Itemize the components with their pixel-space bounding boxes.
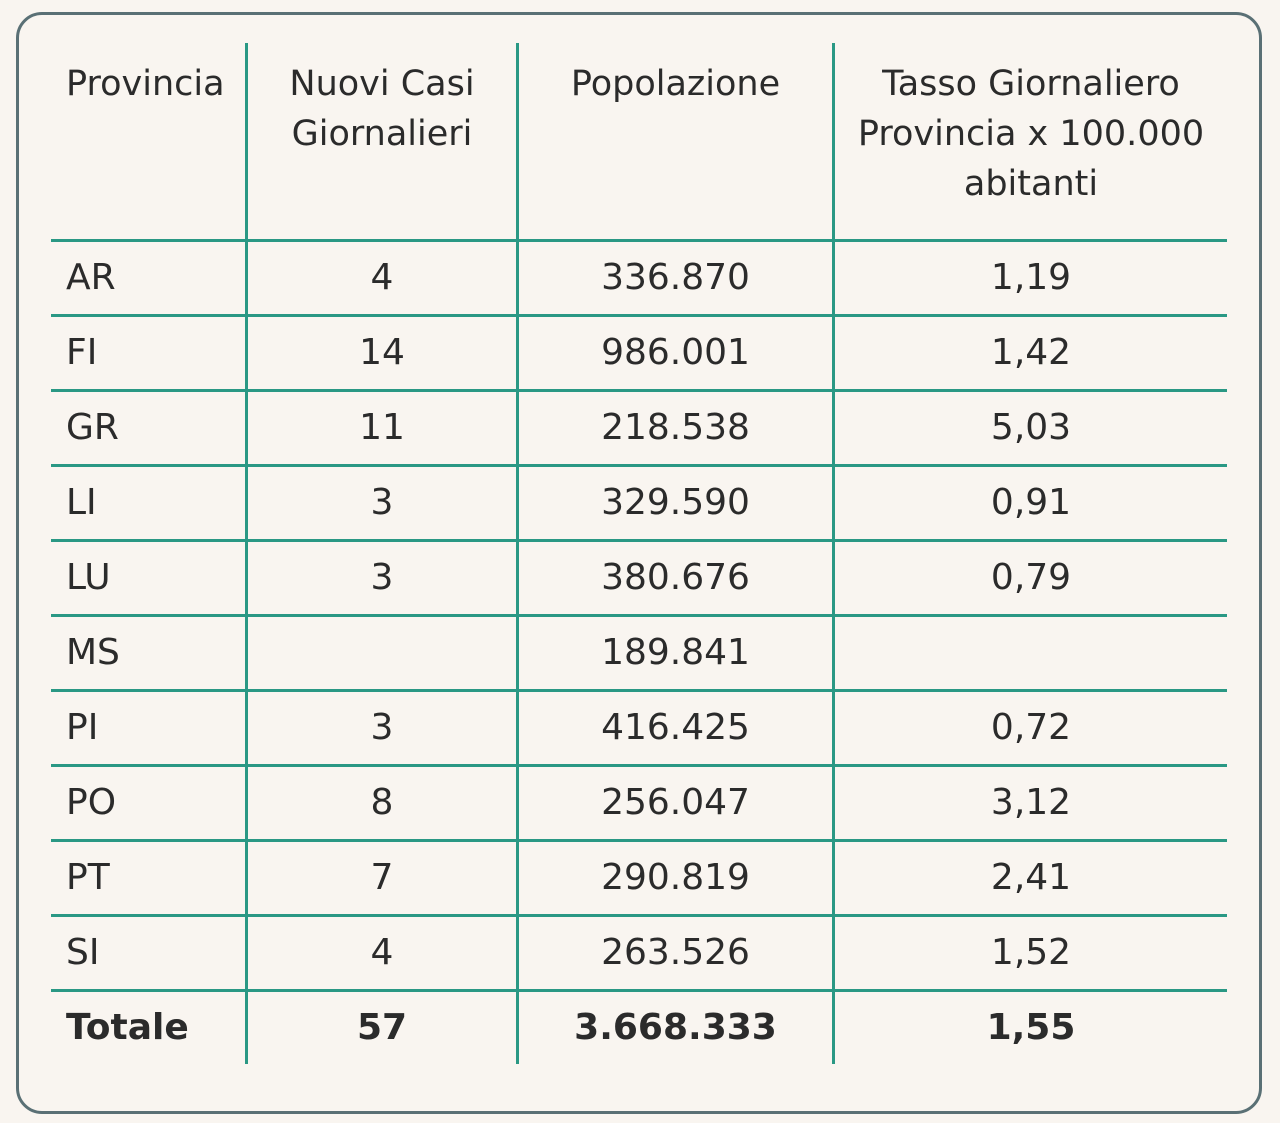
total-label: Totale [66,1007,189,1048]
cell-tasso: 1,42 [832,317,1227,389]
cell-provincia: FI [66,332,98,373]
table-header-row: Provincia Nuovi Casi Giornalieri Popolaz… [51,43,1227,242]
header-popolazione: Popolazione [516,43,832,239]
cell-casi: 3 [245,692,516,764]
cell-popolazione: 256.047 [516,767,832,839]
table-row: PT 7 290.819 2,41 [51,842,1227,917]
table-row: GR 11 218.538 5,03 [51,392,1227,467]
cell-casi: 7 [245,842,516,914]
total-popolazione: 3.668.333 [516,992,832,1064]
table-row: AR 4 336.870 1,19 [51,242,1227,317]
table-row: FI 14 986.001 1,42 [51,317,1227,392]
cell-casi: 8 [245,767,516,839]
province-table: Provincia Nuovi Casi Giornalieri Popolaz… [51,43,1227,1064]
table-row: SI 4 263.526 1,52 [51,917,1227,992]
cell-provincia: PT [66,857,110,898]
table-row: PI 3 416.425 0,72 [51,692,1227,767]
cell-casi [245,617,516,689]
cell-casi: 3 [245,542,516,614]
cell-casi: 3 [245,467,516,539]
table-total-row: Totale 57 3.668.333 1,55 [51,992,1227,1064]
table-card: Provincia Nuovi Casi Giornalieri Popolaz… [16,12,1262,1114]
cell-popolazione: 329.590 [516,467,832,539]
table-row: LI 3 329.590 0,91 [51,467,1227,542]
table-row: MS 189.841 [51,617,1227,692]
cell-casi: 11 [245,392,516,464]
cell-provincia: SI [66,932,100,973]
cell-tasso: 5,03 [832,392,1227,464]
header-nuovi-casi: Nuovi Casi Giornalieri [245,43,516,239]
cell-provincia: PI [66,707,99,748]
cell-tasso: 0,72 [832,692,1227,764]
cell-tasso [832,617,1227,689]
header-tasso: Tasso Giornaliero Provincia x 100.000 ab… [832,43,1227,239]
cell-tasso: 1,52 [832,917,1227,989]
total-casi: 57 [245,992,516,1064]
cell-provincia: LI [66,482,97,523]
cell-popolazione: 986.001 [516,317,832,389]
cell-tasso: 2,41 [832,842,1227,914]
cell-provincia: PO [66,782,117,823]
cell-tasso: 0,79 [832,542,1227,614]
cell-casi: 4 [245,917,516,989]
cell-popolazione: 336.870 [516,242,832,314]
cell-provincia: MS [66,632,120,673]
header-provincia: Provincia [66,64,225,104]
table-row: LU 3 380.676 0,79 [51,542,1227,617]
cell-popolazione: 416.425 [516,692,832,764]
cell-provincia: LU [66,557,111,598]
cell-casi: 14 [245,317,516,389]
table-row: PO 8 256.047 3,12 [51,767,1227,842]
total-tasso: 1,55 [832,992,1227,1064]
cell-tasso: 1,19 [832,242,1227,314]
cell-casi: 4 [245,242,516,314]
cell-provincia: AR [66,257,116,298]
cell-tasso: 3,12 [832,767,1227,839]
cell-popolazione: 290.819 [516,842,832,914]
cell-popolazione: 218.538 [516,392,832,464]
cell-popolazione: 263.526 [516,917,832,989]
cell-tasso: 0,91 [832,467,1227,539]
cell-popolazione: 189.841 [516,617,832,689]
cell-provincia: GR [66,407,119,448]
cell-popolazione: 380.676 [516,542,832,614]
